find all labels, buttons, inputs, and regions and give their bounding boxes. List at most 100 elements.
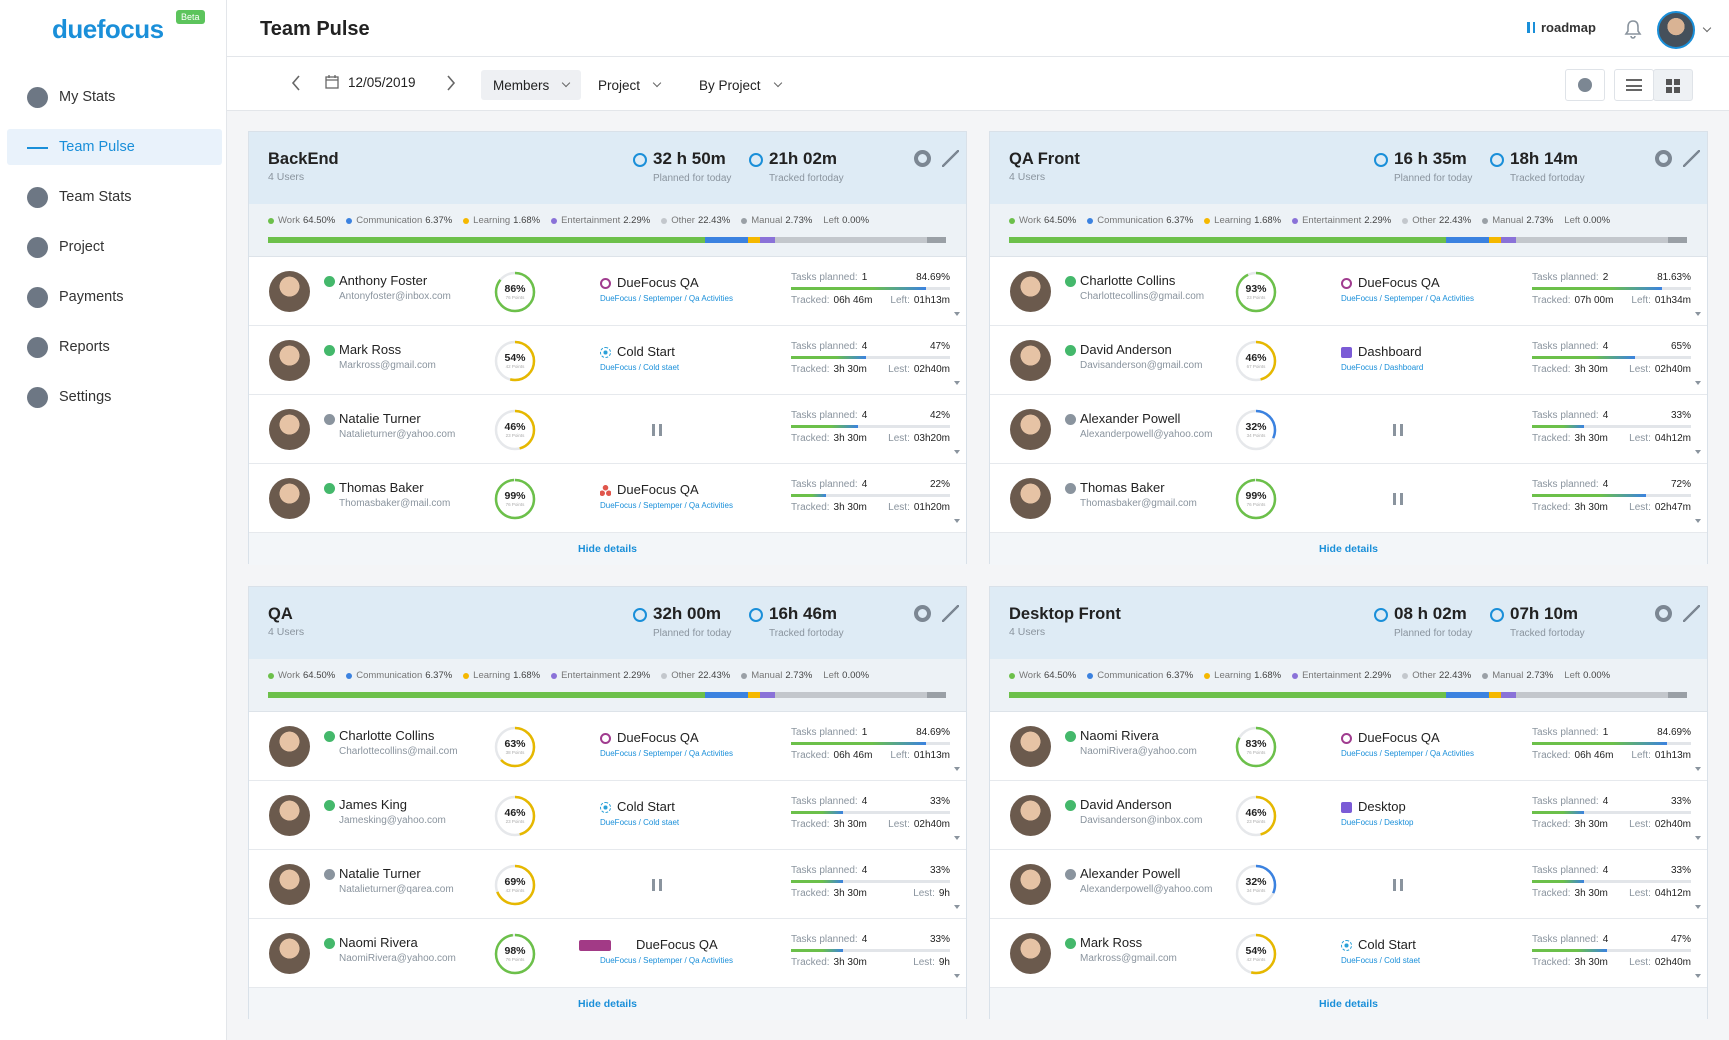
task-summary: Tasks planned: 1 84.69% Tracked: 06h 46m Left… xyxy=(1532,727,1691,761)
legend-dot xyxy=(661,672,668,679)
hide-details[interactable]: Hide details xyxy=(990,988,1707,1020)
legend-name: Work xyxy=(278,670,300,681)
expand-row[interactable] xyxy=(1695,381,1701,388)
tasks-row: Tasks planned: 4 72% xyxy=(1532,479,1691,490)
legend-value: 0.00% xyxy=(1583,670,1611,681)
user-avatar[interactable] xyxy=(1657,11,1695,49)
nav-item[interactable]: My Stats xyxy=(7,79,222,115)
left: Lest: 9h xyxy=(913,888,950,899)
expand-row[interactable] xyxy=(1695,767,1701,774)
prev-day[interactable] xyxy=(291,75,301,91)
expand-row[interactable] xyxy=(1695,836,1701,843)
legend-dot xyxy=(1482,217,1489,224)
legend-dot xyxy=(1292,672,1299,679)
logo[interactable]: duefocus xyxy=(52,14,164,44)
settings-button[interactable] xyxy=(1655,150,1672,167)
project-path: DueFocus / Septemper / Qa Activities xyxy=(600,294,733,303)
expand-row[interactable] xyxy=(954,312,960,319)
tasks-planned: Tasks planned: 4 xyxy=(791,934,867,945)
member-avatar xyxy=(1010,271,1051,312)
expand-row[interactable] xyxy=(954,974,960,981)
filter-dropdown[interactable]: Project xyxy=(586,70,672,100)
nav-item[interactable]: Settings xyxy=(7,379,222,415)
score-text: 69% 42 Points xyxy=(493,863,537,893)
score-text: 54% 42 Points xyxy=(1234,932,1278,962)
score-label: 69% xyxy=(504,876,526,888)
task-summary: Tasks planned: 4 72% Tracked: 3h 30m Lest: 02h… xyxy=(1532,479,1691,513)
expand-row[interactable] xyxy=(1695,312,1701,319)
expand-row[interactable] xyxy=(954,519,960,526)
breakdown-segment xyxy=(759,237,776,243)
member-row: Natalie Turner Natalieturner@qarea.com 69%… xyxy=(249,850,966,919)
tracked-value: 07h 00m xyxy=(1574,295,1614,306)
nav-item[interactable]: Project xyxy=(7,229,222,265)
expand-row[interactable] xyxy=(954,836,960,843)
roadmap-link[interactable]: roadmap xyxy=(1527,20,1596,35)
nav-item[interactable]: Reports xyxy=(7,329,222,365)
expand-row[interactable] xyxy=(1695,519,1701,526)
hide-details[interactable]: Hide details xyxy=(249,988,966,1020)
score-text: 32% 34 Points xyxy=(1234,408,1278,438)
left: Left: 01h34m xyxy=(1631,295,1691,306)
expand-row[interactable] xyxy=(954,450,960,457)
legend-name: Left xyxy=(1564,215,1581,226)
legend-item: Left 0.00% xyxy=(823,670,869,681)
breakdown-segment xyxy=(1516,692,1669,698)
progress-fill xyxy=(791,949,844,952)
expand-row[interactable] xyxy=(1695,905,1701,912)
progress-label: 84.69% xyxy=(1657,727,1691,738)
breakdown-segment xyxy=(1668,237,1687,243)
nav-item[interactable]: Team Stats xyxy=(7,179,222,215)
tracked-row: Tracked: 3h 30m Lest: 03h20m xyxy=(791,433,950,444)
legend-item: Other 22.43% xyxy=(1402,215,1471,226)
member-row: Naomi Rivera NaomiRivera@yahoo.com 83% 76 P… xyxy=(990,712,1707,781)
tracked-row: Tracked: 3h 30m Lest: 9h xyxy=(791,957,950,968)
nav-item[interactable]: Team Pulse xyxy=(7,129,222,165)
list-view-button[interactable] xyxy=(1614,69,1654,101)
breakdown-segment xyxy=(775,692,928,698)
tasks-planned: Tasks planned: 1 xyxy=(791,727,867,738)
expand-row[interactable] xyxy=(954,767,960,774)
left: Left: 01h13m xyxy=(890,750,950,761)
calendar-icon xyxy=(325,75,339,89)
expand-button[interactable] xyxy=(1683,150,1700,167)
filter-dropdown[interactable]: Members xyxy=(481,70,582,100)
project-name: Dashboard xyxy=(1358,344,1422,359)
progress-label: 33% xyxy=(929,865,950,876)
score-label: 46% xyxy=(504,807,526,819)
expand-button[interactable] xyxy=(942,605,959,622)
project-icon xyxy=(1341,733,1352,744)
filter-dropdown[interactable]: By Project xyxy=(687,70,793,100)
bell[interactable] xyxy=(1624,19,1642,39)
settings-button[interactable] xyxy=(914,150,931,167)
expand-row[interactable] xyxy=(954,905,960,912)
expand-row[interactable] xyxy=(954,381,960,388)
tasks-planned: Tasks planned: 4 xyxy=(1532,934,1608,945)
legend-name: Learning xyxy=(1214,215,1252,226)
legend-value: 64.50% xyxy=(303,215,336,226)
settings-button[interactable] xyxy=(914,605,931,622)
status-icon xyxy=(324,414,335,425)
left: Lest: 02h40m xyxy=(1629,957,1691,968)
next-day[interactable] xyxy=(446,75,456,91)
tracked-label: Tracked: xyxy=(1532,295,1571,306)
expand-button[interactable] xyxy=(1683,605,1700,622)
nav-icon xyxy=(27,387,48,408)
expand-row[interactable] xyxy=(1695,450,1701,457)
chart-view-button[interactable] xyxy=(1565,69,1605,101)
breakdown-segment xyxy=(268,237,706,243)
date[interactable]: 12/05/2019 xyxy=(348,75,416,90)
tracked: Tracked: 3h 30m xyxy=(791,364,867,375)
grid-view-button[interactable] xyxy=(1653,69,1693,101)
score-text: 46% 23 Points xyxy=(1234,794,1278,824)
legend-item: Left 0.00% xyxy=(1564,215,1610,226)
hide-details[interactable]: Hide details xyxy=(249,533,966,565)
expand-button[interactable] xyxy=(942,150,959,167)
nav-item[interactable]: Payments xyxy=(7,279,222,315)
legend-item: Entertainment 2.29% xyxy=(551,670,650,681)
tasks-label: Tasks planned: xyxy=(791,479,858,490)
expand-row[interactable] xyxy=(1695,974,1701,981)
hide-details[interactable]: Hide details xyxy=(990,533,1707,565)
user-menu-chevron[interactable] xyxy=(1702,23,1712,33)
settings-button[interactable] xyxy=(1655,605,1672,622)
